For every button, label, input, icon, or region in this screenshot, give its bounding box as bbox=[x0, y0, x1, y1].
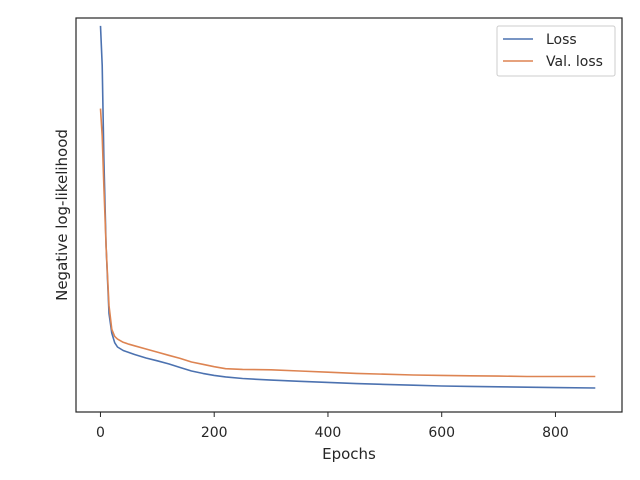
legend-label-loss: Loss bbox=[546, 32, 577, 48]
legend-label-val-loss: Val. loss bbox=[546, 54, 603, 70]
x-tick-label: 400 bbox=[315, 425, 342, 441]
legend: Loss Val. loss bbox=[496, 25, 616, 77]
x-tick-label: 600 bbox=[428, 425, 455, 441]
x-axis-label: Epochs bbox=[322, 445, 376, 463]
series-layer bbox=[99, 25, 596, 389]
x-ticks: 0 200 400 600 800 bbox=[96, 412, 569, 441]
series-line-loss bbox=[99, 25, 596, 389]
y-axis-label: Negative log-likelihood bbox=[53, 129, 71, 301]
x-tick-label: 200 bbox=[201, 425, 228, 441]
plot-frame bbox=[75, 17, 623, 413]
x-tick-label: 0 bbox=[96, 425, 105, 441]
series-line-val-loss bbox=[99, 108, 596, 378]
x-tick-label: 800 bbox=[542, 425, 569, 441]
